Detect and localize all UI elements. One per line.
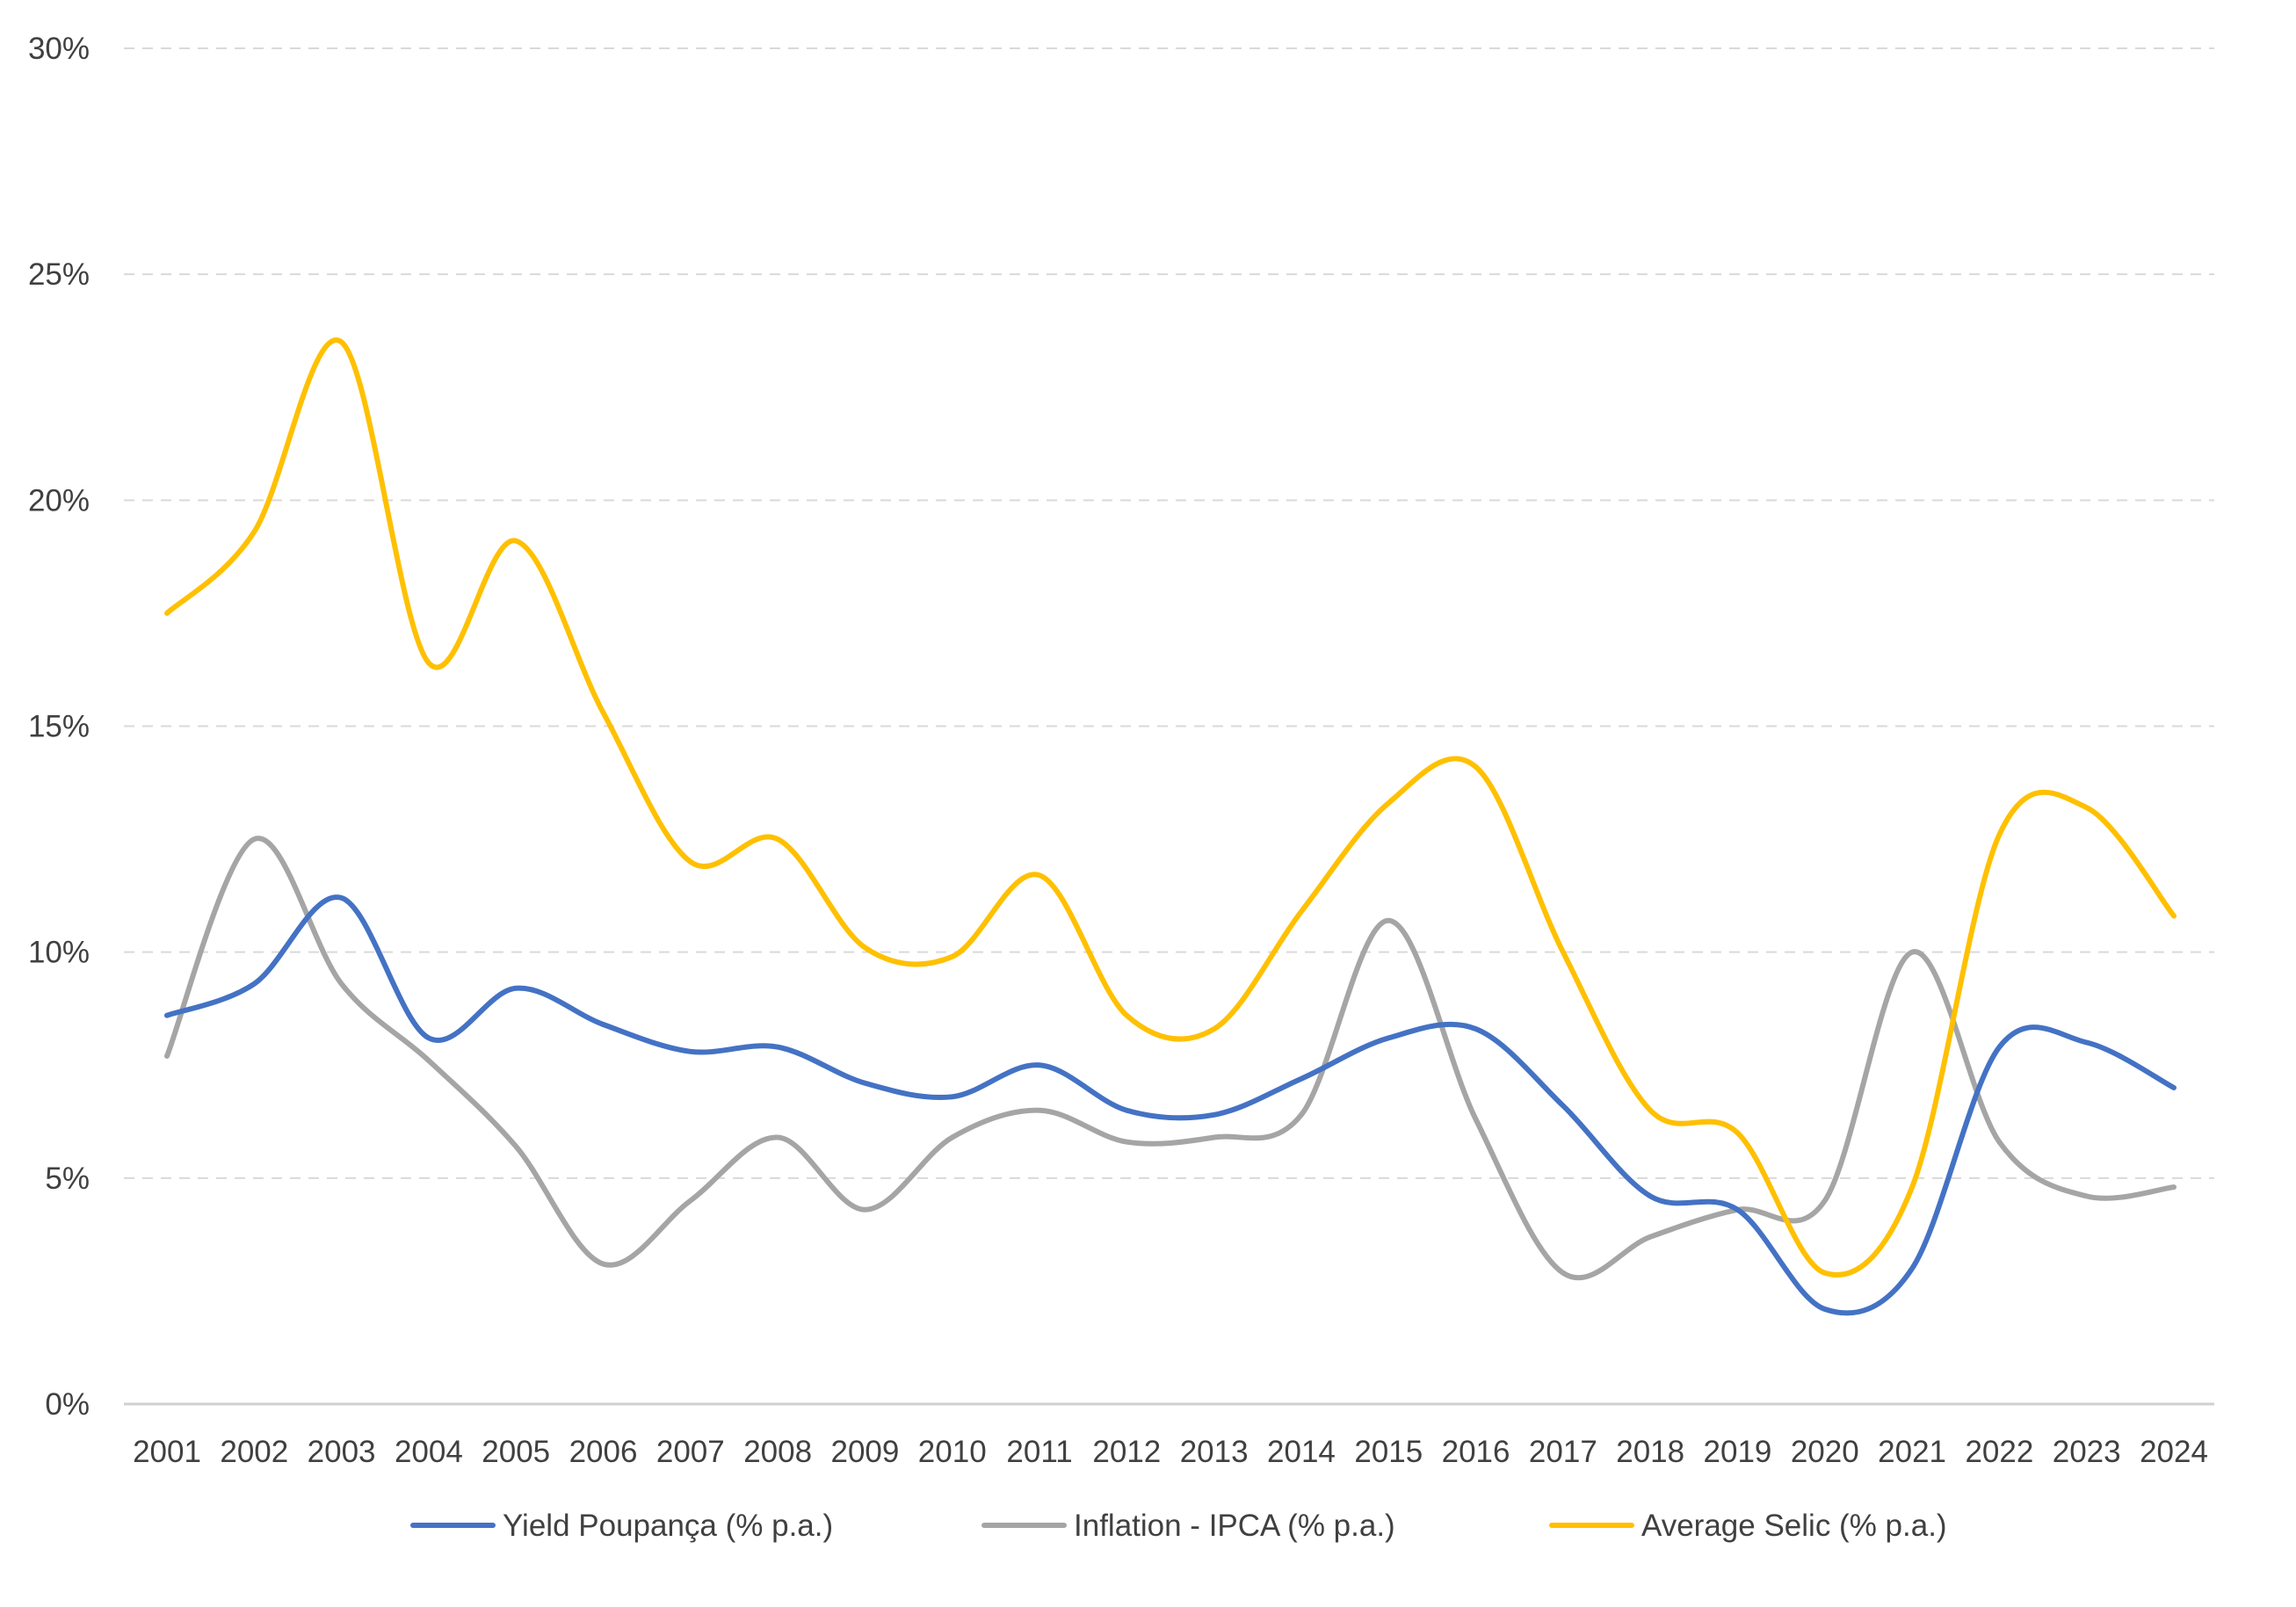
y-tick-label: 25% xyxy=(28,257,90,292)
legend-label: Yield Poupança (% p.a.) xyxy=(503,1509,833,1543)
y-tick-label: 20% xyxy=(28,483,90,518)
x-tick-label: 2010 xyxy=(918,1435,987,1469)
series-line-average-selic xyxy=(164,337,2176,1278)
legend-item: Average Selic (% p.a.) xyxy=(1549,1509,1947,1543)
y-tick-label: 10% xyxy=(28,936,90,970)
x-tick-label: 2015 xyxy=(1354,1435,1423,1469)
x-tick-label: 2022 xyxy=(1965,1435,2033,1469)
x-tick-label: 2019 xyxy=(1704,1435,1772,1469)
legend-item: Yield Poupança (% p.a.) xyxy=(410,1509,833,1543)
y-tick-label: 30% xyxy=(28,32,90,66)
x-tick-label: 2017 xyxy=(1529,1435,1597,1469)
legend-label: Inflation - IPCA (% p.a.) xyxy=(1074,1509,1395,1543)
x-tick-label: 2024 xyxy=(2140,1435,2208,1469)
x-tick-label: 2002 xyxy=(220,1435,288,1469)
y-tick-label: 0% xyxy=(45,1387,90,1422)
x-tick-label: 2001 xyxy=(133,1435,201,1469)
series-lines xyxy=(164,337,2176,1316)
x-tick-label: 2013 xyxy=(1180,1435,1249,1469)
x-tick-label: 2006 xyxy=(569,1435,638,1469)
gridlines xyxy=(124,47,2214,1179)
series-line-yield-poupanca xyxy=(164,894,2176,1316)
x-tick-label: 2003 xyxy=(308,1435,376,1469)
x-tick-label: 2007 xyxy=(656,1435,725,1469)
x-tick-label: 2021 xyxy=(1878,1435,1946,1469)
y-tick-label: 5% xyxy=(45,1162,90,1196)
x-tick-label: 2011 xyxy=(1006,1435,1072,1469)
x-tick-label: 2023 xyxy=(2053,1435,2121,1469)
legend: Yield Poupança (% p.a.) Inflation - IPCA … xyxy=(410,1509,1947,1543)
x-tick-label: 2005 xyxy=(482,1435,550,1469)
series-line-inflation-ipca xyxy=(164,836,2176,1281)
x-tick-label: 2014 xyxy=(1267,1435,1336,1469)
legend-item: Inflation - IPCA (% p.a.) xyxy=(981,1509,1395,1543)
axes: 0% 5% 10% 15% 20% 25% 30% 2001 2002 2003 2004 2005 2… xyxy=(28,32,2214,1469)
x-tick-label: 2008 xyxy=(743,1435,812,1469)
x-tick-label: 2018 xyxy=(1616,1435,1684,1469)
x-tick-label: 2004 xyxy=(395,1435,463,1469)
x-tick-label: 2009 xyxy=(830,1435,899,1469)
x-tick-label: 2012 xyxy=(1092,1435,1161,1469)
legend-label: Average Selic (% p.a.) xyxy=(1641,1509,1947,1543)
x-tick-label: 2020 xyxy=(1791,1435,1859,1469)
x-tick-label: 2016 xyxy=(1442,1435,1510,1469)
y-tick-label: 15% xyxy=(28,710,90,744)
